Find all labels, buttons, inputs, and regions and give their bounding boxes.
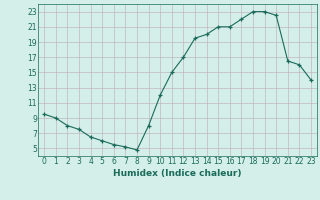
X-axis label: Humidex (Indice chaleur): Humidex (Indice chaleur): [113, 169, 242, 178]
